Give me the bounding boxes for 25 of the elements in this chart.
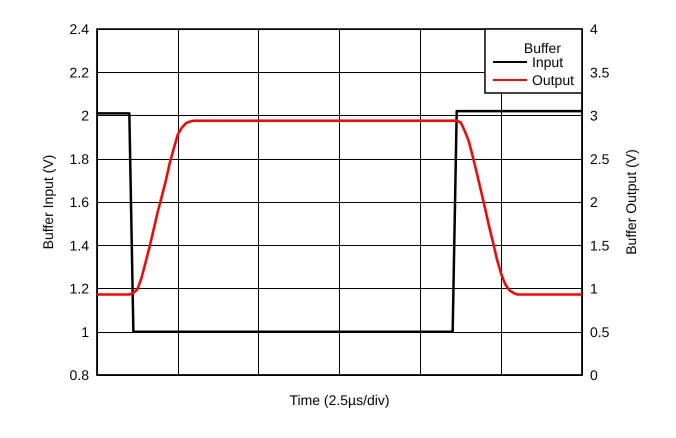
y-axis-title: Buffer Input (V) [40,154,56,250]
y-tick-label: 1.8 [70,150,90,167]
y-tick-label: 2.4 [70,21,90,37]
y2-tick-label: 0.5 [590,324,610,340]
y-tick-label: 1 [81,324,90,340]
y2-tick-label: 2.5 [590,150,610,167]
legend-label: Output [532,72,574,88]
y-tick-label: 1.2 [70,280,90,296]
y2-tick-label: 1.5 [590,237,610,254]
line-series [96,119,584,296]
y2-axis-title: Buffer Output (V) [623,149,639,255]
x-axis-title: Time (2.5µs/div) [289,392,390,408]
y-tick-label: 0.8 [70,367,90,383]
y2-tick-label: 0 [590,367,598,383]
y-tick-label: 2 [81,108,90,124]
y2-tick-label: 4 [590,21,598,37]
y2-tick-label: 3 [590,108,598,124]
y2-tick-label: 2 [590,194,598,210]
legend-title: Buffer [524,40,562,56]
y2-tick-label: 3.5 [590,64,610,80]
y2-tick-label: 1 [590,280,598,296]
y-tick-label: 2.2 [70,64,90,80]
y-tick-label: 1.4 [70,237,90,254]
y-tick-label: 1.6 [70,194,90,210]
legend-label: Input [532,54,564,70]
